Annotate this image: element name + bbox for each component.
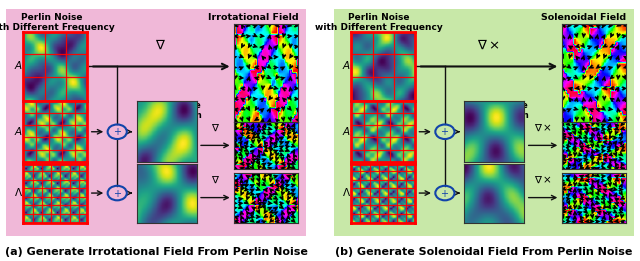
Text: $\Lambda_3\phi_3$: $\Lambda_3\phi_3$ — [14, 186, 39, 200]
Text: Solenoidal Field: Solenoidal Field — [541, 13, 626, 22]
Text: Irrotational Field: Irrotational Field — [208, 13, 298, 22]
FancyBboxPatch shape — [331, 7, 637, 239]
Text: (a) Generate Irrotational Field From Perlin Noise: (a) Generate Irrotational Field From Per… — [4, 247, 308, 257]
Text: $\nabla$: $\nabla$ — [211, 122, 220, 133]
Text: $A_2\phi_2$: $A_2\phi_2$ — [342, 125, 367, 139]
Text: $A_1\phi_1$: $A_1\phi_1$ — [342, 60, 367, 73]
Text: $A_1\phi_1$: $A_1\phi_1$ — [14, 60, 39, 73]
Text: Perlin Noise
Combination: Perlin Noise Combination — [140, 101, 202, 121]
Text: $A_2\phi_2$: $A_2\phi_2$ — [14, 125, 39, 139]
Text: $\Lambda_3\phi_3$: $\Lambda_3\phi_3$ — [342, 186, 367, 200]
Text: $\nabla$: $\nabla$ — [155, 38, 166, 52]
Text: Perlin Noise
Combination: Perlin Noise Combination — [468, 101, 530, 121]
Text: Perlin Noise
with Different Frequency: Perlin Noise with Different Frequency — [0, 13, 115, 32]
Text: $\nabla \times$: $\nabla \times$ — [534, 175, 552, 185]
Text: $\nabla \times$: $\nabla \times$ — [534, 122, 552, 133]
Text: $+$: $+$ — [113, 126, 122, 137]
Text: $\nabla$: $\nabla$ — [211, 175, 220, 185]
Text: $\nabla \times$: $\nabla \times$ — [477, 38, 500, 52]
Text: $+$: $+$ — [440, 188, 449, 199]
FancyBboxPatch shape — [3, 7, 309, 239]
Text: $+$: $+$ — [440, 126, 449, 137]
Text: (b) Generate Solenoidal Field From Perlin Noise: (b) Generate Solenoidal Field From Perli… — [335, 247, 632, 257]
Text: Perlin Noise
with Different Frequency: Perlin Noise with Different Frequency — [315, 13, 443, 32]
Text: $+$: $+$ — [113, 188, 122, 199]
